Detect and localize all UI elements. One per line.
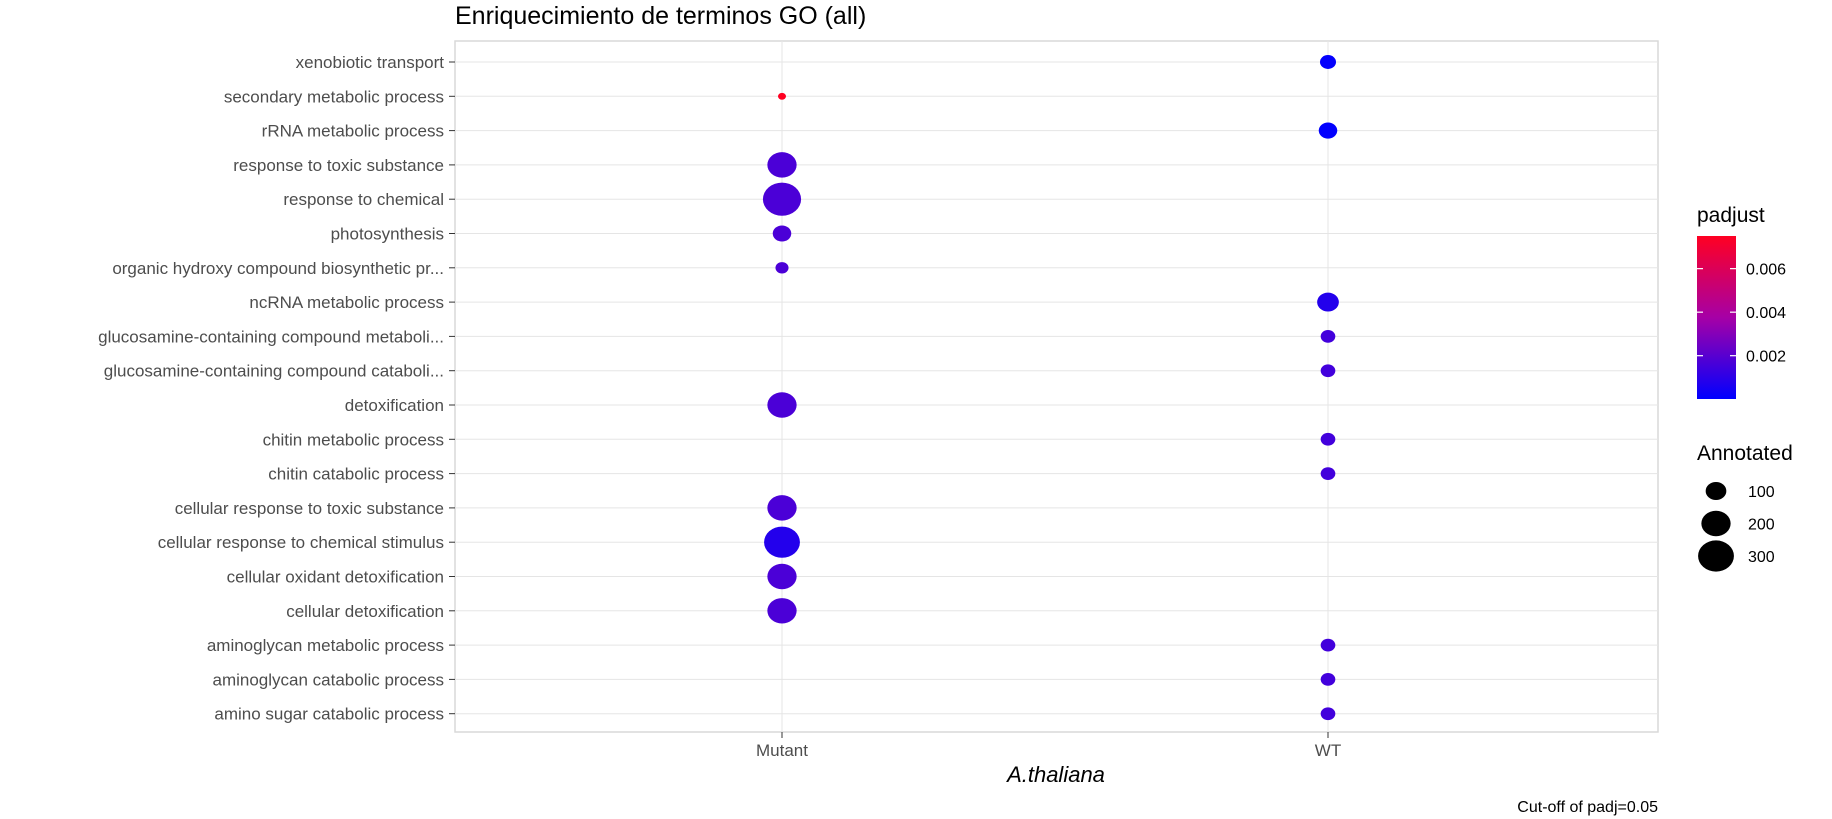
point-mutant-photosynthesis bbox=[772, 225, 792, 242]
size-legend-dot bbox=[1698, 540, 1734, 572]
y-tick-label-secondary-metabolic-process: secondary metabolic process bbox=[224, 87, 444, 106]
size-legend-dot bbox=[1701, 510, 1731, 537]
padjust-colorbar bbox=[1697, 236, 1736, 399]
y-tick-label-cellular-oxidant-detoxification: cellular oxidant detoxification bbox=[227, 568, 444, 587]
x-axis-tick-labels: Mutant WT bbox=[756, 732, 1341, 760]
point-wt-glucosamine-containing-compound-cataboli bbox=[1320, 364, 1336, 378]
colorbar-tick-label: 0.004 bbox=[1746, 305, 1786, 322]
y-tick-label-organic-hydroxy-compound-biosynthetic-pr: organic hydroxy compound biosynthetic pr… bbox=[112, 259, 444, 278]
colorbar-tick-label: 0.002 bbox=[1746, 349, 1786, 366]
size-legend-label: 300 bbox=[1748, 549, 1775, 566]
y-tick-label-chitin-metabolic-process: chitin metabolic process bbox=[263, 430, 444, 449]
size-legend-dot bbox=[1705, 482, 1727, 500]
grid-lines bbox=[455, 41, 1658, 732]
point-mutant-secondary-metabolic-process bbox=[777, 92, 787, 100]
point-mutant-cellular-response-to-chemical-stimulus bbox=[764, 526, 800, 558]
y-axis-tick-labels: xenobiotic transport secondary metabolic … bbox=[98, 53, 455, 724]
data-points bbox=[762, 55, 1339, 721]
y-tick-label-glucosamine-containing-compound-cataboli: glucosamine-containing compound cataboli… bbox=[104, 362, 444, 381]
y-tick-label-chitin-catabolic-process: chitin catabolic process bbox=[268, 465, 444, 484]
y-tick-label-cellular-detoxification: cellular detoxification bbox=[286, 602, 444, 621]
y-tick-label-glucosamine-containing-compound-metaboli: glucosamine-containing compound metaboli… bbox=[98, 327, 444, 346]
point-mutant-cellular-response-to-toxic-substance bbox=[767, 495, 797, 521]
y-tick-label-cellular-response-to-toxic-substance: cellular response to toxic substance bbox=[175, 499, 444, 518]
annotated-legend-title: Annotated bbox=[1697, 442, 1793, 465]
y-tick-label-xenobiotic-transport: xenobiotic transport bbox=[296, 53, 445, 72]
padjust-legend: padjust 0.002 0.004 0.006 bbox=[1697, 204, 1786, 399]
x-tick-label-mutant: Mutant bbox=[756, 741, 808, 760]
point-wt-aminoglycan-metabolic-process bbox=[1320, 638, 1336, 652]
point-wt-chitin-catabolic-process bbox=[1320, 467, 1336, 480]
y-tick-label-photosynthesis: photosynthesis bbox=[331, 225, 444, 244]
size-legend-label: 100 bbox=[1748, 484, 1775, 501]
x-axis-label: A.thaliana bbox=[1005, 762, 1105, 787]
y-tick-label-cellular-response-to-chemical-stimulus: cellular response to chemical stimulus bbox=[158, 533, 444, 552]
point-wt-chitin-metabolic-process bbox=[1320, 432, 1336, 446]
point-wt-xenobiotic-transport bbox=[1319, 55, 1337, 69]
point-wt-amino-sugar-catabolic-process bbox=[1320, 707, 1336, 721]
y-tick-label-response-to-toxic-substance: response to toxic substance bbox=[233, 156, 444, 175]
point-mutant-response-to-toxic-substance bbox=[767, 152, 797, 178]
padjust-legend-title: padjust bbox=[1697, 204, 1765, 227]
point-mutant-cellular-detoxification bbox=[767, 598, 797, 624]
y-tick-label-rrna-metabolic-process: rRNA metabolic process bbox=[262, 122, 444, 141]
colorbar-tick-label: 0.006 bbox=[1746, 262, 1786, 279]
y-tick-label-response-to-chemical: response to chemical bbox=[283, 190, 444, 209]
point-wt-ncrna-metabolic-process bbox=[1317, 292, 1339, 312]
y-tick-label-aminoglycan-catabolic-process: aminoglycan catabolic process bbox=[212, 670, 444, 689]
annotated-legend-items: 100 200 300 bbox=[1698, 482, 1775, 572]
y-tick-label-ncrna-metabolic-process: ncRNA metabolic process bbox=[249, 293, 444, 312]
y-tick-label-detoxification: detoxification bbox=[345, 396, 444, 415]
point-mutant-cellular-oxidant-detoxification bbox=[767, 563, 797, 590]
point-wt-rrna-metabolic-process bbox=[1318, 122, 1338, 139]
point-mutant-detoxification bbox=[767, 392, 797, 418]
x-tick-label-wt: WT bbox=[1315, 741, 1341, 760]
y-tick-label-amino-sugar-catabolic-process: amino sugar catabolic process bbox=[214, 705, 444, 724]
y-tick-label-aminoglycan-metabolic-process: aminoglycan metabolic process bbox=[207, 636, 444, 655]
point-mutant-response-to-chemical bbox=[762, 182, 802, 216]
padjust-colorbar-ticks: 0.002 0.004 0.006 bbox=[1697, 262, 1786, 366]
plot-panel bbox=[454, 40, 1659, 733]
annotated-legend: Annotated 100 200 300 bbox=[1697, 442, 1793, 572]
caption: Cut-off of padj=0.05 bbox=[1517, 799, 1658, 816]
chart-title: Enriquecimiento de terminos GO (all) bbox=[455, 2, 866, 30]
point-wt-glucosamine-containing-compound-metaboli bbox=[1320, 330, 1336, 343]
point-mutant-organic-hydroxy-compound-biosynthetic-pr bbox=[775, 262, 789, 274]
size-legend-label: 200 bbox=[1748, 517, 1775, 534]
point-wt-aminoglycan-catabolic-process bbox=[1320, 673, 1336, 686]
